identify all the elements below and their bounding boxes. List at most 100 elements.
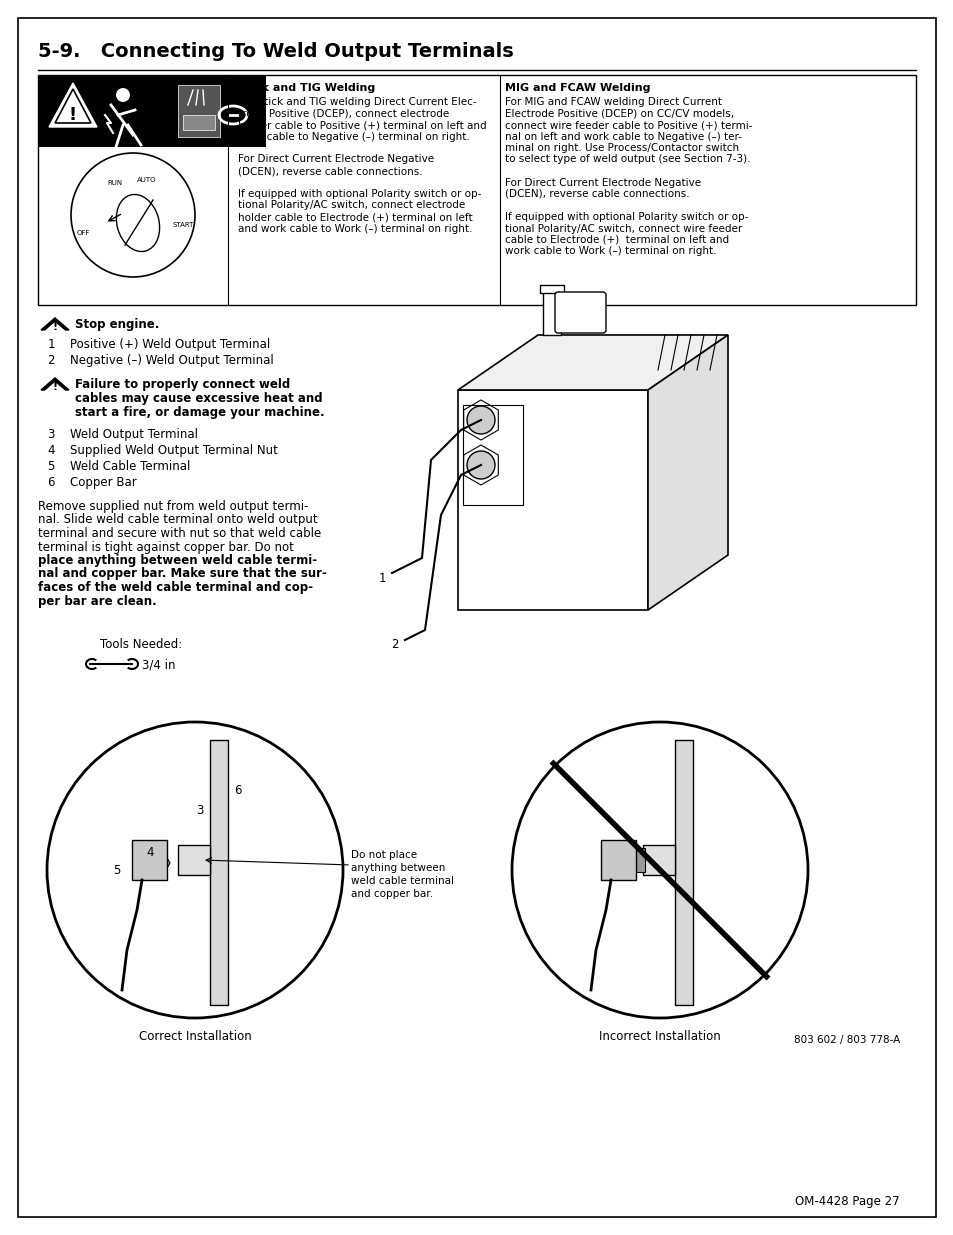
Bar xyxy=(132,840,167,881)
Text: nal and copper bar. Make sure that the sur-: nal and copper bar. Make sure that the s… xyxy=(38,568,327,580)
Text: If equipped with optional Polarity switch or op-: If equipped with optional Polarity switc… xyxy=(504,212,747,222)
Text: start a fire, or damage your machine.: start a fire, or damage your machine. xyxy=(75,406,324,419)
Text: terminal and secure with nut so that weld cable: terminal and secure with nut so that wel… xyxy=(38,527,321,540)
Text: holder cable to Positive (+) terminal on left and: holder cable to Positive (+) terminal on… xyxy=(237,120,486,130)
Bar xyxy=(457,390,647,610)
Text: cable to Electrode (+)  terminal on left and: cable to Electrode (+) terminal on left … xyxy=(504,235,728,245)
Text: (DCEN), reverse cable connections.: (DCEN), reverse cable connections. xyxy=(504,189,689,199)
Bar xyxy=(600,840,636,881)
Circle shape xyxy=(467,451,495,479)
Bar xyxy=(462,405,522,505)
Text: anything between: anything between xyxy=(351,863,445,873)
Text: MIG and FCAW Welding: MIG and FCAW Welding xyxy=(504,83,650,93)
Text: For Direct Current Electrode Negative: For Direct Current Electrode Negative xyxy=(504,178,700,188)
Text: AUTO: AUTO xyxy=(137,177,156,183)
Text: For Direct Current Electrode Negative: For Direct Current Electrode Negative xyxy=(237,154,434,164)
Text: connect wire feeder cable to Positive (+) termi-: connect wire feeder cable to Positive (+… xyxy=(504,120,752,130)
Text: Stick and TIG Welding: Stick and TIG Welding xyxy=(237,83,375,93)
Text: Electrode Positive (DCEP) on CC/CV models,: Electrode Positive (DCEP) on CC/CV model… xyxy=(504,109,734,119)
Text: terminal is tight against copper bar. Do not: terminal is tight against copper bar. Do… xyxy=(38,541,294,553)
Bar xyxy=(183,115,214,130)
Text: 3: 3 xyxy=(48,429,55,441)
Text: Stop engine.: Stop engine. xyxy=(75,317,159,331)
Polygon shape xyxy=(49,83,97,127)
Text: and copper bar.: and copper bar. xyxy=(351,889,433,899)
Text: For MIG and FCAW welding Direct Current: For MIG and FCAW welding Direct Current xyxy=(504,98,721,107)
Text: Tools Needed:: Tools Needed: xyxy=(100,638,182,651)
Text: to select type of weld output (see Section 7-3).: to select type of weld output (see Secti… xyxy=(504,154,750,164)
Bar xyxy=(210,740,228,1005)
Circle shape xyxy=(47,722,343,1018)
Circle shape xyxy=(467,406,495,433)
Bar xyxy=(539,285,563,293)
Text: cables may cause excessive heat and: cables may cause excessive heat and xyxy=(75,391,322,405)
Text: nal. Slide weld cable terminal onto weld output: nal. Slide weld cable terminal onto weld… xyxy=(38,514,317,526)
Text: If equipped with optional Polarity switch or op-: If equipped with optional Polarity switc… xyxy=(237,189,481,199)
Text: minal on right. Use Process/Contactor switch: minal on right. Use Process/Contactor sw… xyxy=(504,143,739,153)
Circle shape xyxy=(71,153,194,277)
Polygon shape xyxy=(41,378,69,390)
Text: Positive (+) Weld Output Terminal: Positive (+) Weld Output Terminal xyxy=(70,338,270,351)
Text: per bar are clean.: per bar are clean. xyxy=(38,594,156,608)
Polygon shape xyxy=(45,382,66,391)
Text: !: ! xyxy=(52,382,57,391)
Text: work cable to Negative (–) terminal on right.: work cable to Negative (–) terminal on r… xyxy=(237,131,469,142)
Text: 3/4 in: 3/4 in xyxy=(142,658,175,671)
Text: 1: 1 xyxy=(377,572,385,584)
Text: 4: 4 xyxy=(48,445,55,457)
Polygon shape xyxy=(45,322,66,331)
Text: Supplied Weld Output Terminal Nut: Supplied Weld Output Terminal Nut xyxy=(70,445,277,457)
Circle shape xyxy=(512,722,807,1018)
Ellipse shape xyxy=(116,194,159,252)
Text: 5: 5 xyxy=(113,863,121,877)
Text: nal on left and work cable to Negative (–) ter-: nal on left and work cable to Negative (… xyxy=(504,131,741,142)
Text: 5-9.   Connecting To Weld Output Terminals: 5-9. Connecting To Weld Output Terminals xyxy=(38,42,514,61)
Text: OM-4428 Page 27: OM-4428 Page 27 xyxy=(795,1195,899,1208)
Polygon shape xyxy=(41,317,69,330)
Text: and work cable to Work (–) terminal on right.: and work cable to Work (–) terminal on r… xyxy=(237,224,472,233)
Text: 6: 6 xyxy=(234,783,241,797)
Text: 5: 5 xyxy=(48,459,55,473)
Text: Incorrect Installation: Incorrect Installation xyxy=(598,1030,720,1044)
Text: Weld Cable Terminal: Weld Cable Terminal xyxy=(70,459,191,473)
Bar xyxy=(178,85,220,137)
Polygon shape xyxy=(457,335,727,390)
Text: Negative (–) Weld Output Terminal: Negative (–) Weld Output Terminal xyxy=(70,354,274,367)
Text: !: ! xyxy=(69,106,77,124)
Polygon shape xyxy=(55,89,91,124)
Text: tional Polarity/AC switch, connect wire feeder: tional Polarity/AC switch, connect wire … xyxy=(504,224,741,233)
FancyBboxPatch shape xyxy=(555,291,605,333)
Text: For Stick and TIG welding Direct Current Elec-: For Stick and TIG welding Direct Current… xyxy=(237,98,476,107)
Polygon shape xyxy=(647,335,727,610)
Text: weld cable terminal: weld cable terminal xyxy=(351,876,454,885)
Bar xyxy=(178,845,210,876)
Bar xyxy=(642,845,675,876)
Text: place anything between weld cable termi-: place anything between weld cable termi- xyxy=(38,555,316,567)
Text: faces of the weld cable terminal and cop-: faces of the weld cable terminal and cop… xyxy=(38,580,313,594)
Bar xyxy=(38,75,266,147)
Text: 1: 1 xyxy=(48,338,55,351)
Text: tional Polarity/AC switch, connect electrode: tional Polarity/AC switch, connect elect… xyxy=(237,200,465,210)
Text: Remove supplied nut from weld output termi-: Remove supplied nut from weld output ter… xyxy=(38,500,308,513)
Text: RUN: RUN xyxy=(108,180,122,186)
Text: trode Positive (DCEP), connect electrode: trode Positive (DCEP), connect electrode xyxy=(237,109,449,119)
Text: 2: 2 xyxy=(391,638,398,652)
Text: 2: 2 xyxy=(48,354,55,367)
Circle shape xyxy=(116,88,130,103)
Text: Do not place: Do not place xyxy=(351,850,416,860)
Text: Correct Installation: Correct Installation xyxy=(138,1030,251,1044)
Text: 6: 6 xyxy=(48,475,55,489)
Text: 803 602 / 803 778-A: 803 602 / 803 778-A xyxy=(793,1035,899,1045)
Text: (DCEN), reverse cable connections.: (DCEN), reverse cable connections. xyxy=(237,165,422,177)
Text: Copper Bar: Copper Bar xyxy=(70,475,136,489)
Polygon shape xyxy=(150,855,170,872)
Text: work cable to Work (–) terminal on right.: work cable to Work (–) terminal on right… xyxy=(504,247,716,257)
Text: holder cable to Electrode (+) terminal on left: holder cable to Electrode (+) terminal o… xyxy=(237,212,472,222)
Text: 3: 3 xyxy=(196,804,204,816)
Text: 4: 4 xyxy=(146,846,153,860)
Bar xyxy=(630,848,644,872)
Text: OFF: OFF xyxy=(76,230,90,236)
Text: Failure to properly connect weld: Failure to properly connect weld xyxy=(75,378,290,391)
Bar xyxy=(38,75,915,305)
Text: !: ! xyxy=(52,322,57,332)
